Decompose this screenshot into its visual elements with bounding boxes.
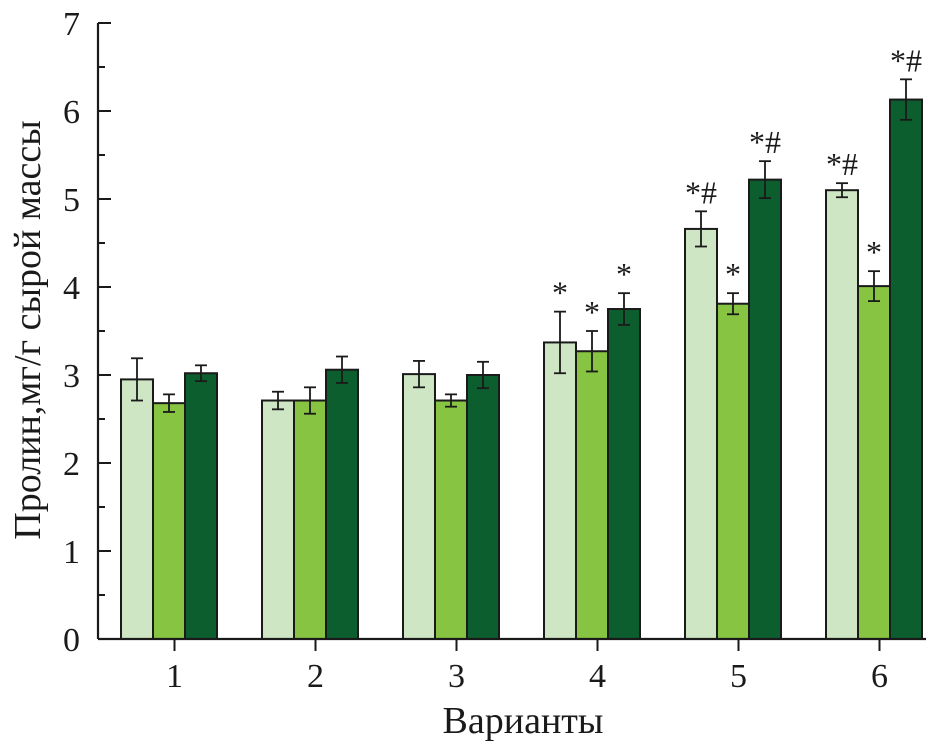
y-tick-label-2: 2 [63,446,80,483]
bar-series-1-cat-5 [684,227,718,640]
bar-series-3-cat-1 [184,372,218,640]
significance-mark-series-1-cat-6: *# [826,146,858,182]
bar-series-1-cat-4 [543,341,577,640]
bar-series-3-cat-2 [325,368,359,640]
bar-series-2-cat-3 [434,399,468,640]
significance-mark-series-2-cat-6: * [866,234,882,270]
y-tick-label-3: 3 [63,358,80,395]
bar-series-2-cat-5 [716,302,750,640]
y-tick-label-4: 4 [63,270,80,307]
x-tick-label-6: 6 [871,658,888,695]
x-tick-label-1: 1 [166,658,183,695]
bar-series-1-cat-6 [825,189,859,640]
x-axis-title: Варианты [443,700,604,742]
y-tick-label-5: 5 [63,182,80,219]
y-tick-label-1: 1 [63,534,80,571]
bar-series-3-cat-5 [748,178,782,640]
bar-series-1-cat-1 [120,378,154,640]
bar-series-3-cat-4 [607,308,641,640]
y-tick-label-0: 0 [63,622,80,659]
x-tick-label-5: 5 [730,658,747,695]
bar-series-1-cat-3 [402,373,436,640]
y-tick-label-7: 7 [63,6,80,43]
axes-layer [96,22,926,651]
bar-series-3-cat-6 [889,98,923,640]
bar-series-2-cat-1 [152,402,186,640]
significance-mark-series-1-cat-5: *# [685,174,717,210]
significance-mark-series-3-cat-6: *# [890,42,922,78]
significance-mark-series-2-cat-5: * [725,256,741,292]
labels-layer: 1 2 3 * * * 4 *# * *# 5 *# * *# 6 0 1 2 3 4 5 6 7 [63,6,922,695]
x-tick-label-3: 3 [448,658,465,695]
bar-series-2-cat-2 [293,399,327,640]
significance-mark-series-3-cat-4: * [616,256,632,292]
y-axis-title: Пролин,мг/г сырой массы [7,120,49,540]
bar-series-3-cat-3 [466,374,500,640]
bar-series-1-cat-2 [261,399,295,640]
significance-mark-series-2-cat-4: * [584,294,600,330]
x-tick-label-4: 4 [589,658,606,695]
x-tick-label-2: 2 [307,658,324,695]
bar-series-2-cat-6 [857,285,891,640]
bar-series-2-cat-4 [575,350,609,640]
significance-mark-series-1-cat-4: * [552,275,568,311]
y-tick-label-6: 6 [63,94,80,131]
bars-layer [120,78,923,640]
significance-mark-series-3-cat-5: *# [749,124,781,160]
